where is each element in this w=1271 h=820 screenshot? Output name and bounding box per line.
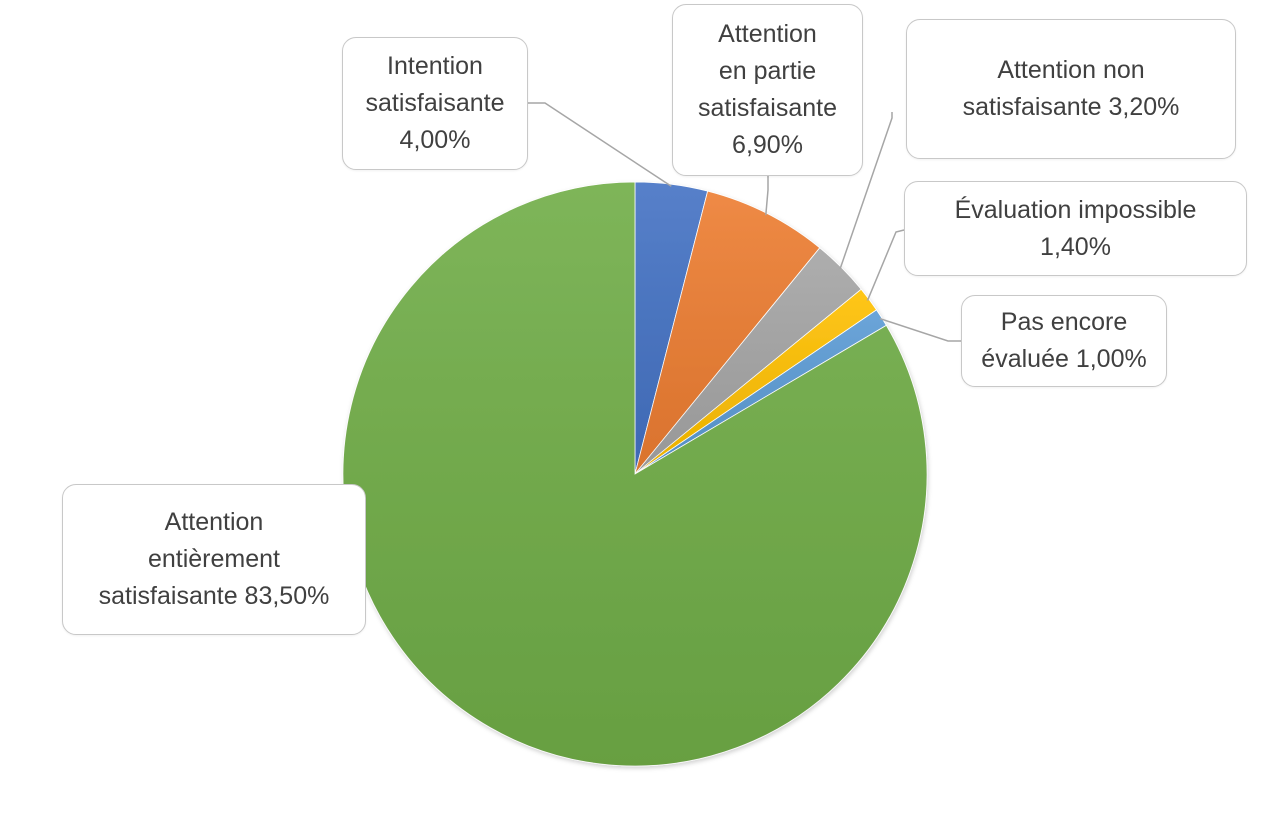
data-label-attention-entierement-satisfaisante: Attention entièrement satisfaisante 83,5…: [62, 484, 366, 635]
leader-line-intention-satisfaisante: [528, 102, 672, 187]
pie-slice-shading: [343, 182, 928, 767]
pie-slice-shading: [635, 247, 862, 474]
leader-line-evaluation-impossible: [866, 229, 905, 301]
data-label-pas-encore-evaluee: Pas encore évaluée 1,00%: [961, 295, 1167, 387]
leader-lines: [528, 102, 961, 342]
pie-slices: [342, 181, 928, 767]
data-label-text: Attention non satisfaisante 3,20%: [962, 56, 1180, 121]
data-label-text: Intention satisfaisante 4,00%: [365, 52, 505, 154]
pie-slice-shading: [635, 309, 887, 474]
data-label-attention-non-satisfaisante: Attention non satisfaisante 3,20%: [906, 19, 1236, 159]
data-label-text: Attention entièrement satisfaisante 83,5…: [98, 508, 330, 610]
data-label-text: Évaluation impossible 1,40%: [954, 195, 1197, 261]
pie-slice-shading: [635, 191, 820, 475]
data-label-text: Attention en partie satisfaisante 6,90%: [698, 20, 837, 159]
data-label-attention-en-partie-satisfaisante: Attention en partie satisfaisante 6,90%: [672, 4, 863, 176]
data-label-evaluation-impossible: Évaluation impossible 1,40%: [904, 181, 1247, 276]
leader-line-pas-encore-evaluee: [879, 317, 961, 342]
leader-line-attention-non-satisfaisante: [839, 112, 893, 270]
leader-line-attention-en-partie-satisfaisante: [765, 176, 769, 216]
pie-slice-shading: [635, 182, 708, 474]
pie-slice-shading: [635, 289, 877, 474]
data-label-intention-satisfaisante: Intention satisfaisante 4,00%: [342, 37, 528, 170]
data-label-text: Pas encore évaluée 1,00%: [981, 308, 1147, 373]
